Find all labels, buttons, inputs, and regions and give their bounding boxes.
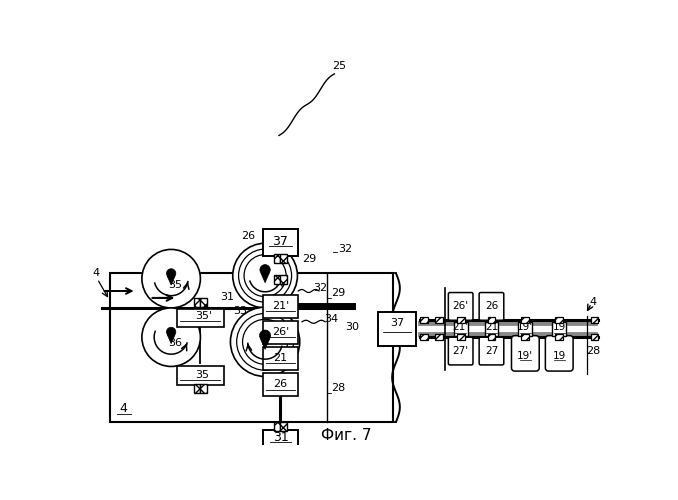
Bar [555,334,563,340]
Bar [110,274,393,422]
Bar [194,298,201,307]
Text: 21': 21' [272,300,289,310]
Text: 21': 21' [453,322,468,332]
Bar [263,230,298,256]
Text: 37: 37 [273,235,288,248]
Text: 4: 4 [119,402,127,414]
Text: 28: 28 [332,383,346,393]
FancyBboxPatch shape [479,292,504,320]
Bar [555,317,563,324]
Text: 29: 29 [302,254,317,264]
Text: 26: 26 [485,302,498,312]
Text: 26': 26' [453,302,468,312]
Text: 29: 29 [332,288,346,298]
Circle shape [233,244,298,308]
Bar [176,308,224,327]
Bar [201,298,207,307]
FancyBboxPatch shape [479,337,504,365]
Bar [435,317,443,324]
Text: 28: 28 [586,346,600,356]
Text: 26': 26' [272,327,289,337]
Text: 35: 35 [195,370,209,380]
Bar [457,334,464,340]
Text: 19: 19 [553,350,566,360]
Bar [591,317,599,324]
Bar [275,422,281,431]
Bar [281,254,287,264]
Text: 25: 25 [332,61,346,71]
Bar [263,295,298,318]
Circle shape [142,308,201,366]
Bar [487,317,496,324]
Bar [263,374,298,396]
Bar [263,347,298,370]
Text: 27: 27 [272,378,286,388]
Text: 4: 4 [93,268,100,278]
Polygon shape [167,335,175,344]
Text: 19: 19 [553,322,566,332]
Text: 19': 19' [517,350,534,360]
Bar [485,322,498,336]
Text: 31: 31 [220,292,235,302]
Circle shape [142,250,201,308]
Text: 21: 21 [485,322,498,332]
Text: 27: 27 [485,346,498,356]
Text: Фиг. 7: Фиг. 7 [321,428,372,444]
Bar [194,384,201,394]
Bar [435,334,443,340]
FancyBboxPatch shape [448,292,473,320]
Bar [176,366,224,385]
Bar [457,317,464,324]
FancyBboxPatch shape [448,337,473,365]
FancyBboxPatch shape [511,336,539,371]
Text: 33: 33 [233,306,247,316]
Circle shape [260,330,271,341]
Polygon shape [261,273,269,282]
Text: 35': 35' [195,312,212,322]
Bar [553,322,566,336]
Text: 26: 26 [273,379,287,389]
Bar [521,317,530,324]
Bar [275,254,281,264]
Text: 27': 27' [453,346,468,356]
Text: 34: 34 [324,314,338,324]
Bar [378,312,416,346]
Bar [591,334,599,340]
Bar [263,321,298,344]
Bar [420,334,428,340]
Bar [281,275,287,284]
Circle shape [260,264,271,275]
Polygon shape [167,276,175,285]
Text: 21: 21 [273,353,287,363]
Bar [519,322,532,336]
Circle shape [167,268,176,278]
Text: 35: 35 [168,280,182,290]
Bar [263,430,298,446]
FancyBboxPatch shape [545,336,573,371]
Bar [275,275,281,284]
Text: 32: 32 [338,244,353,254]
Bar [487,334,496,340]
Text: 32: 32 [313,283,327,293]
Bar [521,334,530,340]
Circle shape [231,307,300,376]
Bar [281,422,287,431]
Polygon shape [260,339,270,349]
Text: 26: 26 [241,230,255,240]
Text: 19': 19' [517,322,534,332]
Text: 31: 31 [273,431,288,444]
Text: 30: 30 [345,322,359,332]
Bar [454,322,468,336]
Bar [201,384,207,394]
Text: 37: 37 [390,318,404,328]
Text: 36: 36 [168,338,182,348]
Circle shape [167,328,176,336]
Text: 4: 4 [590,297,597,307]
Bar [420,317,428,324]
